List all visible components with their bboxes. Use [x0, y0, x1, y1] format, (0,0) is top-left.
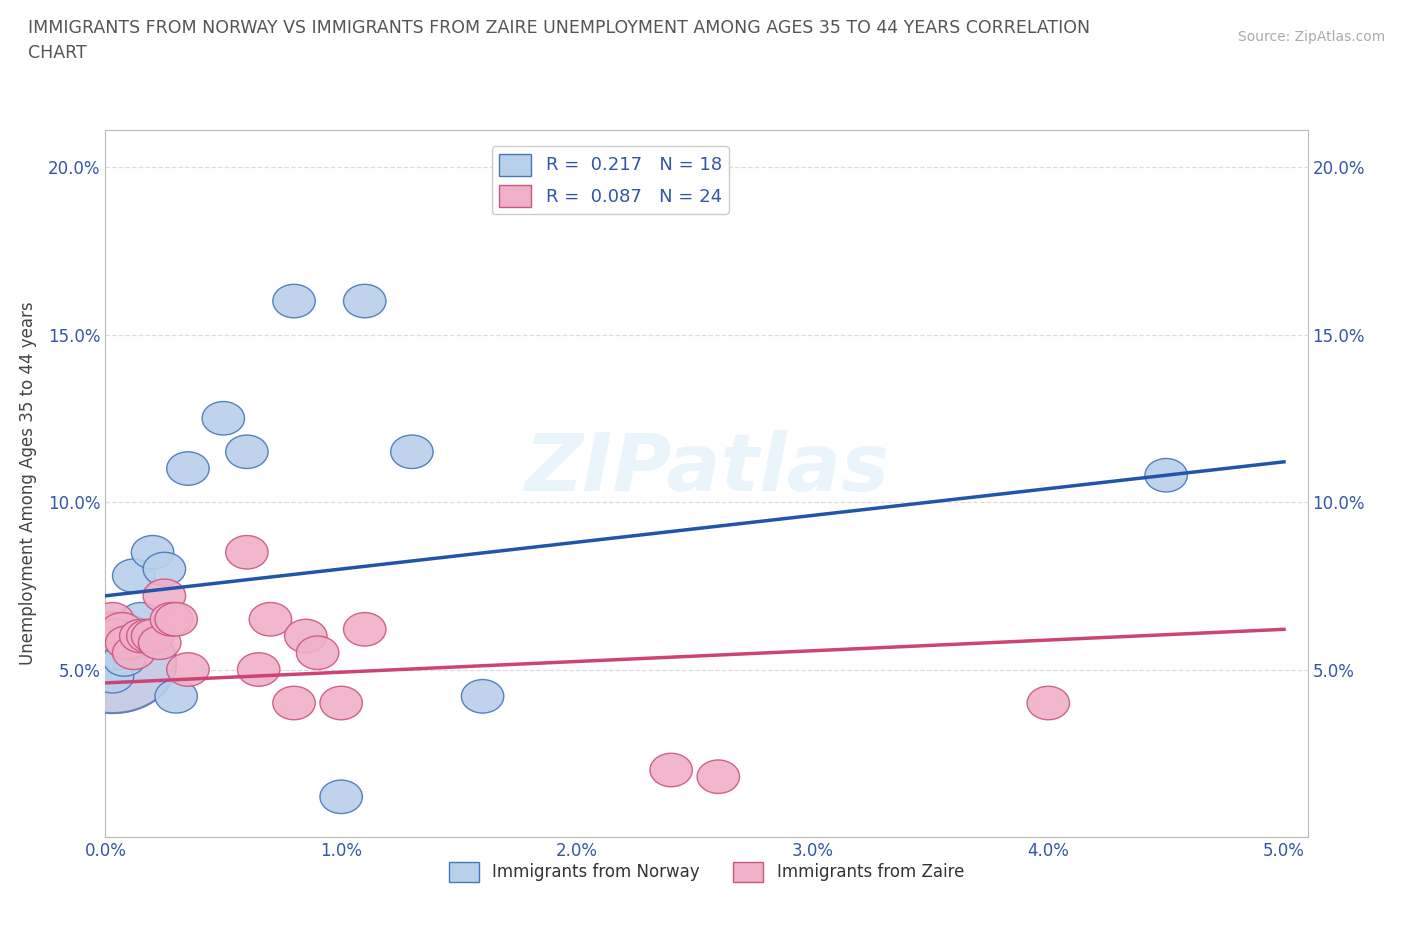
Ellipse shape — [1144, 458, 1187, 492]
Ellipse shape — [321, 686, 363, 720]
Ellipse shape — [226, 536, 269, 569]
Text: Source: ZipAtlas.com: Source: ZipAtlas.com — [1237, 30, 1385, 44]
Ellipse shape — [143, 579, 186, 613]
Ellipse shape — [112, 559, 155, 592]
Ellipse shape — [120, 603, 162, 636]
Text: CHART: CHART — [28, 44, 87, 61]
Ellipse shape — [155, 603, 197, 636]
Ellipse shape — [108, 626, 150, 659]
Text: ZIPatlas: ZIPatlas — [524, 431, 889, 509]
Ellipse shape — [131, 536, 174, 569]
Ellipse shape — [391, 435, 433, 469]
Ellipse shape — [105, 626, 148, 659]
Ellipse shape — [273, 285, 315, 318]
Ellipse shape — [155, 680, 197, 713]
Ellipse shape — [249, 603, 291, 636]
Legend: Immigrants from Norway, Immigrants from Zaire: Immigrants from Norway, Immigrants from … — [443, 855, 970, 889]
Ellipse shape — [112, 636, 155, 670]
Ellipse shape — [238, 653, 280, 686]
Y-axis label: Unemployment Among Ages 35 to 44 years: Unemployment Among Ages 35 to 44 years — [18, 302, 37, 665]
Ellipse shape — [343, 613, 387, 646]
Ellipse shape — [461, 680, 503, 713]
Ellipse shape — [297, 636, 339, 670]
Ellipse shape — [273, 686, 315, 720]
Ellipse shape — [103, 643, 146, 676]
Ellipse shape — [697, 760, 740, 793]
Ellipse shape — [131, 619, 174, 653]
Ellipse shape — [96, 619, 138, 653]
Ellipse shape — [96, 636, 138, 670]
Ellipse shape — [321, 780, 363, 814]
Ellipse shape — [49, 613, 176, 713]
Ellipse shape — [284, 619, 328, 653]
Ellipse shape — [1026, 686, 1070, 720]
Ellipse shape — [343, 285, 387, 318]
Ellipse shape — [120, 619, 162, 653]
Text: IMMIGRANTS FROM NORWAY VS IMMIGRANTS FROM ZAIRE UNEMPLOYMENT AMONG AGES 35 TO 44: IMMIGRANTS FROM NORWAY VS IMMIGRANTS FRO… — [28, 19, 1090, 36]
Ellipse shape — [91, 659, 134, 693]
Ellipse shape — [49, 613, 176, 713]
Ellipse shape — [167, 452, 209, 485]
Ellipse shape — [143, 552, 186, 586]
Ellipse shape — [91, 603, 134, 636]
Ellipse shape — [127, 619, 169, 653]
Ellipse shape — [202, 402, 245, 435]
Ellipse shape — [167, 653, 209, 686]
Ellipse shape — [150, 603, 193, 636]
Ellipse shape — [650, 753, 692, 787]
Ellipse shape — [226, 435, 269, 469]
Ellipse shape — [138, 626, 181, 659]
Ellipse shape — [101, 613, 143, 646]
